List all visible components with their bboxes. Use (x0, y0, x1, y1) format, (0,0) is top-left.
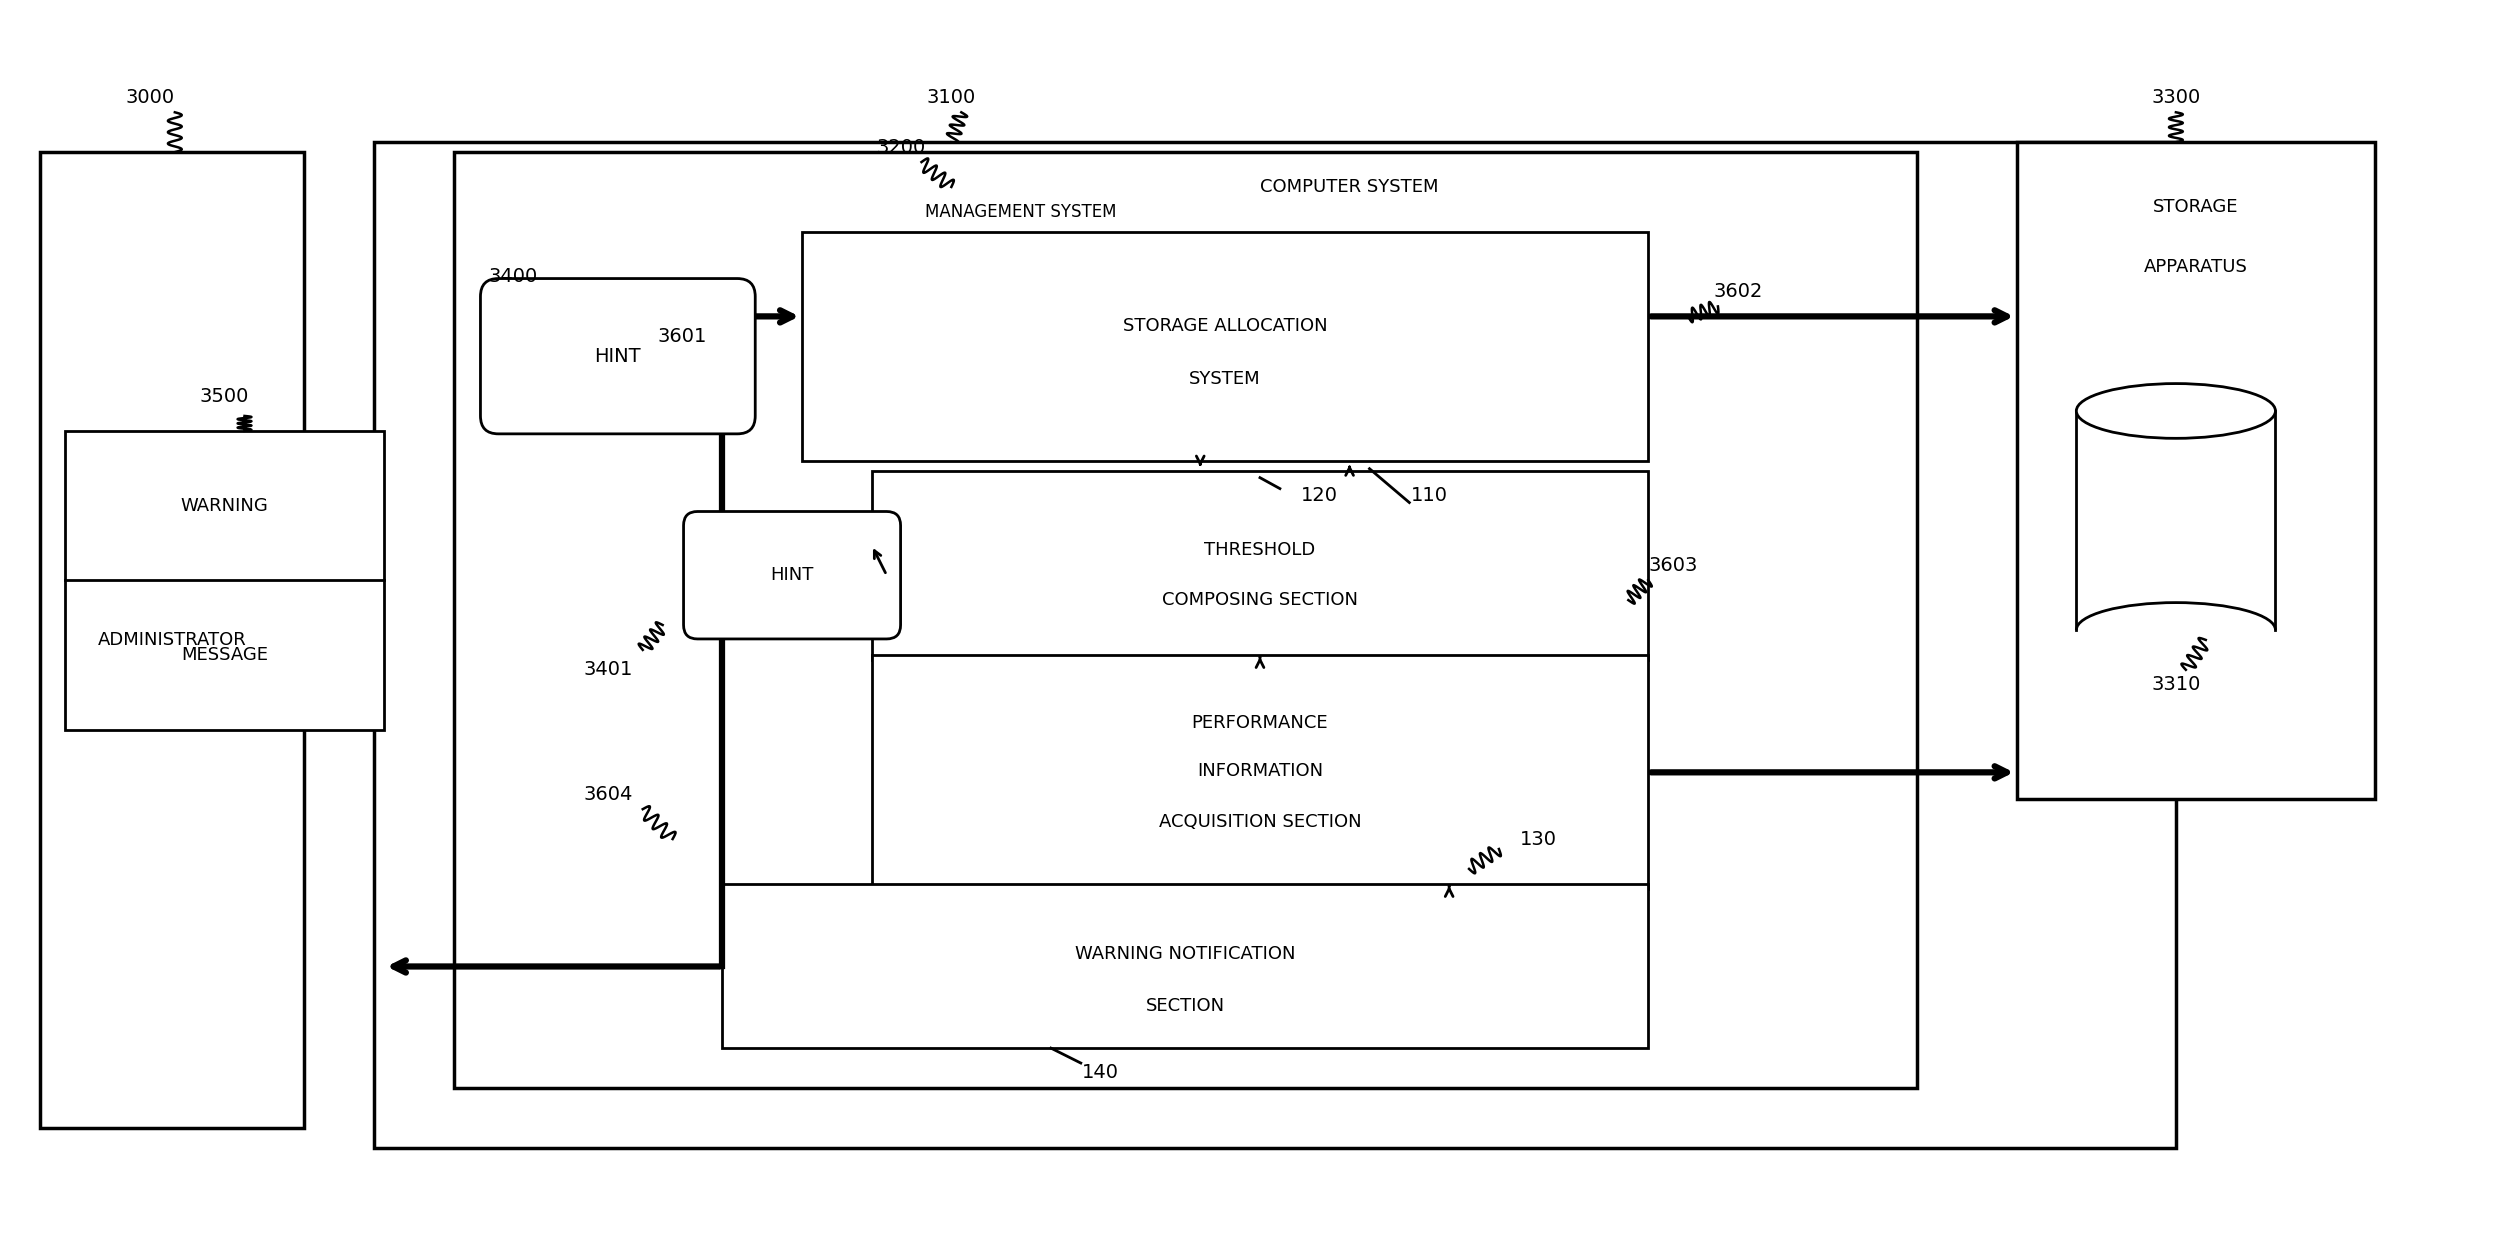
Text: HINT: HINT (771, 566, 814, 584)
FancyBboxPatch shape (480, 279, 756, 434)
Text: 3604: 3604 (583, 785, 633, 804)
Text: STORAGE: STORAGE (2154, 198, 2239, 216)
Text: PERFORMANCE: PERFORMANCE (1191, 714, 1329, 731)
Text: 3602: 3602 (1714, 282, 1762, 301)
Text: 3500: 3500 (201, 386, 249, 405)
FancyBboxPatch shape (684, 511, 900, 639)
Text: WARNING: WARNING (181, 496, 269, 515)
Text: 3603: 3603 (1649, 556, 1699, 575)
Text: ADMINISTRATOR: ADMINISTRATOR (98, 631, 246, 649)
Text: 3200: 3200 (877, 138, 927, 156)
Ellipse shape (2076, 384, 2274, 439)
Text: STORAGE ALLOCATION: STORAGE ALLOCATION (1123, 318, 1327, 335)
Text: 120: 120 (1302, 486, 1339, 505)
Text: COMPOSING SECTION: COMPOSING SECTION (1161, 591, 1357, 609)
Bar (721, 884, 1649, 1048)
Text: 3401: 3401 (583, 660, 633, 679)
Bar (374, 142, 2176, 1148)
Text: HINT: HINT (596, 346, 641, 366)
Bar (452, 152, 1917, 1088)
Text: MANAGEMENT SYSTEM: MANAGEMENT SYSTEM (925, 202, 1116, 221)
Text: INFORMATION: INFORMATION (1196, 762, 1322, 780)
Text: 140: 140 (1083, 1064, 1118, 1082)
Bar (2015, 142, 2375, 799)
Text: APPARATUS: APPARATUS (2144, 258, 2247, 275)
Text: 3100: 3100 (927, 88, 975, 106)
Bar (802, 231, 1649, 461)
Text: MESSAGE: MESSAGE (181, 646, 269, 664)
Text: 110: 110 (1410, 486, 1447, 505)
Bar (872, 471, 1649, 660)
Text: THRESHOLD: THRESHOLD (1204, 541, 1317, 559)
Text: 3300: 3300 (2151, 88, 2201, 106)
Bar (40, 152, 304, 1128)
Text: WARNING NOTIFICATION: WARNING NOTIFICATION (1076, 945, 1297, 962)
Bar (872, 655, 1649, 889)
Bar (2076, 411, 2274, 630)
Text: COMPUTER SYSTEM: COMPUTER SYSTEM (1262, 177, 1440, 196)
Text: 3310: 3310 (2151, 675, 2201, 694)
Bar (65, 431, 384, 730)
Text: 3000: 3000 (126, 88, 173, 106)
Text: 3601: 3601 (658, 326, 706, 346)
Text: SYSTEM: SYSTEM (1189, 370, 1262, 388)
Text: ACQUISITION SECTION: ACQUISITION SECTION (1158, 812, 1362, 831)
Text: SECTION: SECTION (1146, 998, 1224, 1015)
Text: 130: 130 (1520, 830, 1558, 849)
Text: 3400: 3400 (488, 268, 538, 286)
